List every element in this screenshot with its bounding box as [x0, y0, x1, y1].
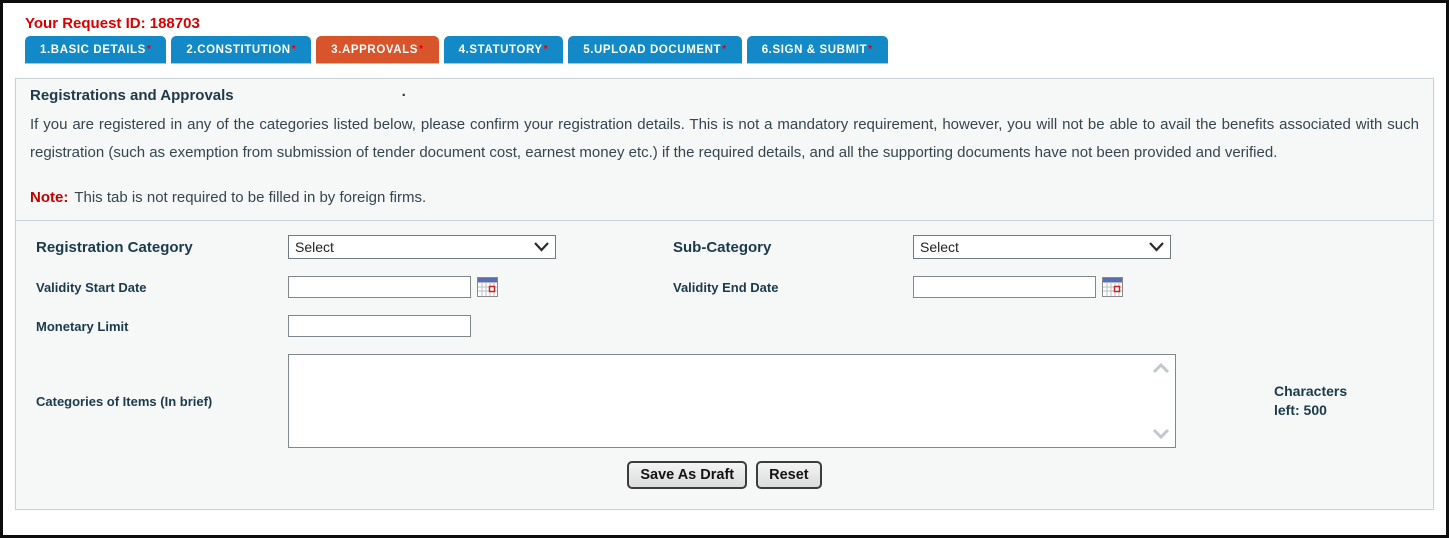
categories-of-items-field: [288, 354, 1176, 448]
scroll-up-icon[interactable]: [1152, 363, 1170, 374]
tab-label: 5.UPLOAD DOCUMENT: [583, 44, 722, 56]
required-asterisk: *: [291, 44, 297, 55]
selected-value: Select: [920, 239, 959, 255]
textarea-scrollbar[interactable]: [1149, 355, 1173, 447]
approvals-panel: Registrations and Approvals · If you are …: [15, 78, 1434, 510]
tab-label: 6.SIGN & SUBMIT: [761, 44, 868, 56]
tab-approvals[interactable]: 3.APPROVALS*: [316, 36, 439, 63]
tab-sign-submit[interactable]: 6.SIGN & SUBMIT*: [746, 36, 888, 63]
required-asterisk: *: [722, 44, 727, 55]
categories-of-items-label: Categories of Items (In brief): [36, 393, 213, 409]
tab-label: 3.APPROVALS: [331, 44, 419, 56]
required-asterisk: *: [543, 44, 549, 55]
reset-button[interactable]: Reset: [756, 461, 822, 489]
approvals-form: Registration Category Select Sub-Categor…: [16, 220, 1433, 509]
validity-start-date-label: Validity Start Date: [36, 279, 147, 295]
validity-end-date-label: Validity End Date: [673, 279, 779, 295]
tab-label: 4.STATUTORY: [458, 44, 543, 56]
note-label: Note:: [30, 189, 69, 206]
sub-category-label: Sub-Category: [673, 238, 772, 256]
required-asterisk: *: [419, 44, 424, 55]
monetary-limit-label: Monetary Limit: [36, 318, 129, 334]
scroll-down-icon[interactable]: [1152, 428, 1170, 439]
monetary-limit-input[interactable]: [288, 315, 471, 337]
tab-label: 1.BASIC DETAILS: [40, 44, 146, 56]
section-title: Registrations and Approvals ·: [30, 87, 1419, 104]
calendar-icon[interactable]: [477, 277, 498, 297]
calendar-icon[interactable]: [1102, 277, 1123, 297]
section-description: If you are registered in any of the cate…: [30, 116, 1419, 161]
characters-left-counter: Characters left: 500: [1274, 383, 1348, 418]
stray-dot: ·: [401, 87, 407, 104]
required-asterisk: *: [868, 44, 873, 55]
chevron-down-icon: [1149, 242, 1164, 252]
note-line: Note: This tab is not required to be fill…: [30, 189, 1419, 206]
request-id-text: Your Request ID: 188703: [25, 15, 200, 32]
validity-end-date-input[interactable]: [913, 276, 1096, 298]
categories-of-items-textarea[interactable]: [289, 355, 1149, 447]
chevron-down-icon: [534, 242, 549, 252]
form-actions: Save As Draft Reset: [36, 448, 1413, 503]
selected-value: Select: [295, 239, 334, 255]
tab-upload-document[interactable]: 5.UPLOAD DOCUMENT*: [568, 36, 742, 63]
tab-basic-details[interactable]: 1.BASIC DETAILS*: [25, 36, 167, 63]
note-text: This tab is not required to be filled in…: [74, 189, 427, 206]
tab-constitution[interactable]: 2.CONSTITUTION*: [171, 36, 312, 63]
registration-category-label: Registration Category: [36, 238, 193, 256]
required-asterisk: *: [146, 44, 152, 55]
tab-label: 2.CONSTITUTION: [186, 44, 291, 56]
panel-intro: Registrations and Approvals · If you are …: [16, 79, 1433, 220]
registration-category-select[interactable]: Select: [288, 235, 556, 259]
tab-bar: 1.BASIC DETAILS* 2.CONSTITUTION* 3.APPRO…: [25, 36, 1434, 63]
validity-start-date-input[interactable]: [288, 276, 471, 298]
save-as-draft-button[interactable]: Save As Draft: [627, 461, 748, 489]
section-title-text: Registrations and Approvals: [30, 87, 234, 104]
tab-statutory[interactable]: 4.STATUTORY*: [443, 36, 564, 63]
sub-category-select[interactable]: Select: [913, 235, 1171, 259]
